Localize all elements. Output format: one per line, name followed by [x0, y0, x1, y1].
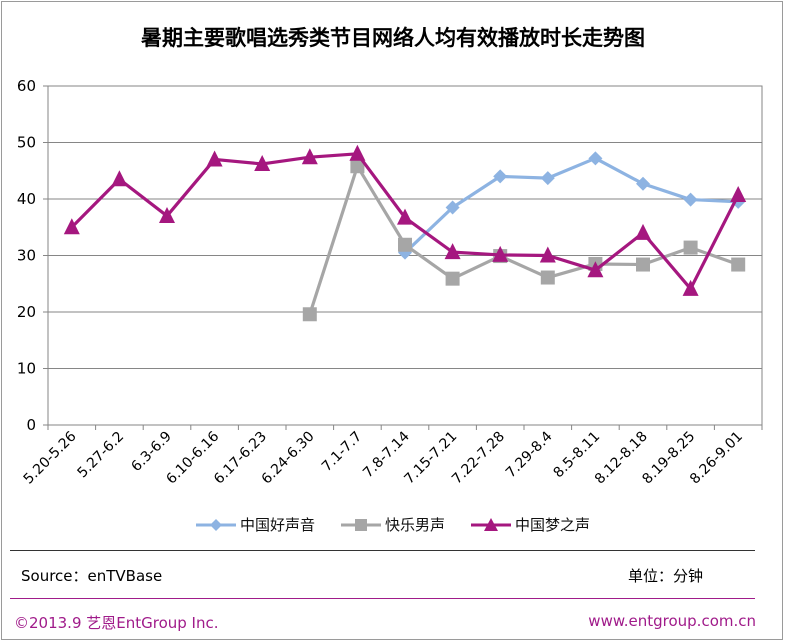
y-tick-label: 50 — [17, 134, 36, 152]
y-tick-label: 10 — [17, 360, 36, 378]
data-point — [349, 144, 366, 161]
x-tick-label: 6.3-6.9 — [128, 429, 174, 475]
data-point — [588, 151, 603, 166]
data-point — [635, 223, 651, 240]
website-link[interactable]: www.entgroup.com.cn — [588, 612, 756, 630]
legend-swatch-icon — [195, 518, 236, 531]
legend-label: 快乐男声 — [384, 516, 445, 534]
data-point — [206, 150, 223, 167]
y-tick-label: 30 — [17, 247, 36, 265]
y-tick-label: 40 — [17, 190, 36, 208]
y-tick-label: 0 — [26, 416, 36, 434]
data-point — [683, 240, 698, 255]
data-point — [587, 261, 604, 278]
x-tick-label: 7.29-8.4 — [503, 428, 556, 481]
source-label: Source：enTVBase — [21, 567, 163, 585]
data-point — [731, 257, 746, 272]
data-point — [540, 270, 555, 285]
data-point — [159, 206, 175, 223]
data-point — [111, 170, 128, 187]
x-tick-label: 5.20-5.26 — [21, 428, 80, 487]
y-tick-label: 20 — [17, 303, 36, 321]
data-point — [683, 192, 698, 207]
data-point — [636, 257, 650, 272]
x-tick-label: 5.27-6.2 — [75, 429, 128, 482]
legend-item: 快乐男声 — [340, 514, 445, 535]
data-point — [301, 148, 318, 165]
data-point — [302, 307, 317, 322]
series-line-1 — [403, 156, 739, 254]
x-tick-label: 7.1-7.7 — [319, 429, 365, 475]
legend-label: 中国梦之声 — [515, 516, 591, 534]
y-tick-label: 60 — [17, 77, 36, 95]
data-point — [492, 245, 509, 262]
divider-line — [10, 550, 755, 551]
data-point — [730, 186, 747, 203]
chart-title: 暑期主要歌唱选秀类节目网络人均有效播放时长走势图 — [141, 26, 645, 50]
chart-legend: 中国好声音 快乐男声 中国梦之声 — [0, 514, 786, 535]
data-point — [398, 237, 412, 252]
data-point — [682, 279, 699, 296]
legend-item: 中国好声音 — [195, 514, 315, 535]
data-point — [444, 243, 461, 260]
legend-item: 中国梦之声 — [471, 514, 590, 535]
copyright-text: ©2013.9 艺恩EntGroup Inc. — [14, 614, 219, 632]
data-point — [254, 154, 271, 171]
data-point — [445, 200, 460, 215]
legend-swatch-icon — [340, 518, 381, 531]
data-point — [63, 218, 80, 235]
data-point — [493, 169, 508, 184]
data-point — [540, 171, 555, 186]
data-point — [350, 159, 365, 174]
data-point — [539, 246, 556, 263]
data-point — [445, 271, 460, 286]
data-point — [636, 176, 650, 191]
series-line-2 — [308, 164, 739, 315]
data-point — [397, 208, 413, 225]
legend-swatch-icon — [471, 517, 511, 531]
unit-label: 单位：分钟 — [628, 567, 704, 585]
legend-label: 中国好声音 — [239, 516, 315, 534]
footer-divider — [10, 598, 755, 599]
